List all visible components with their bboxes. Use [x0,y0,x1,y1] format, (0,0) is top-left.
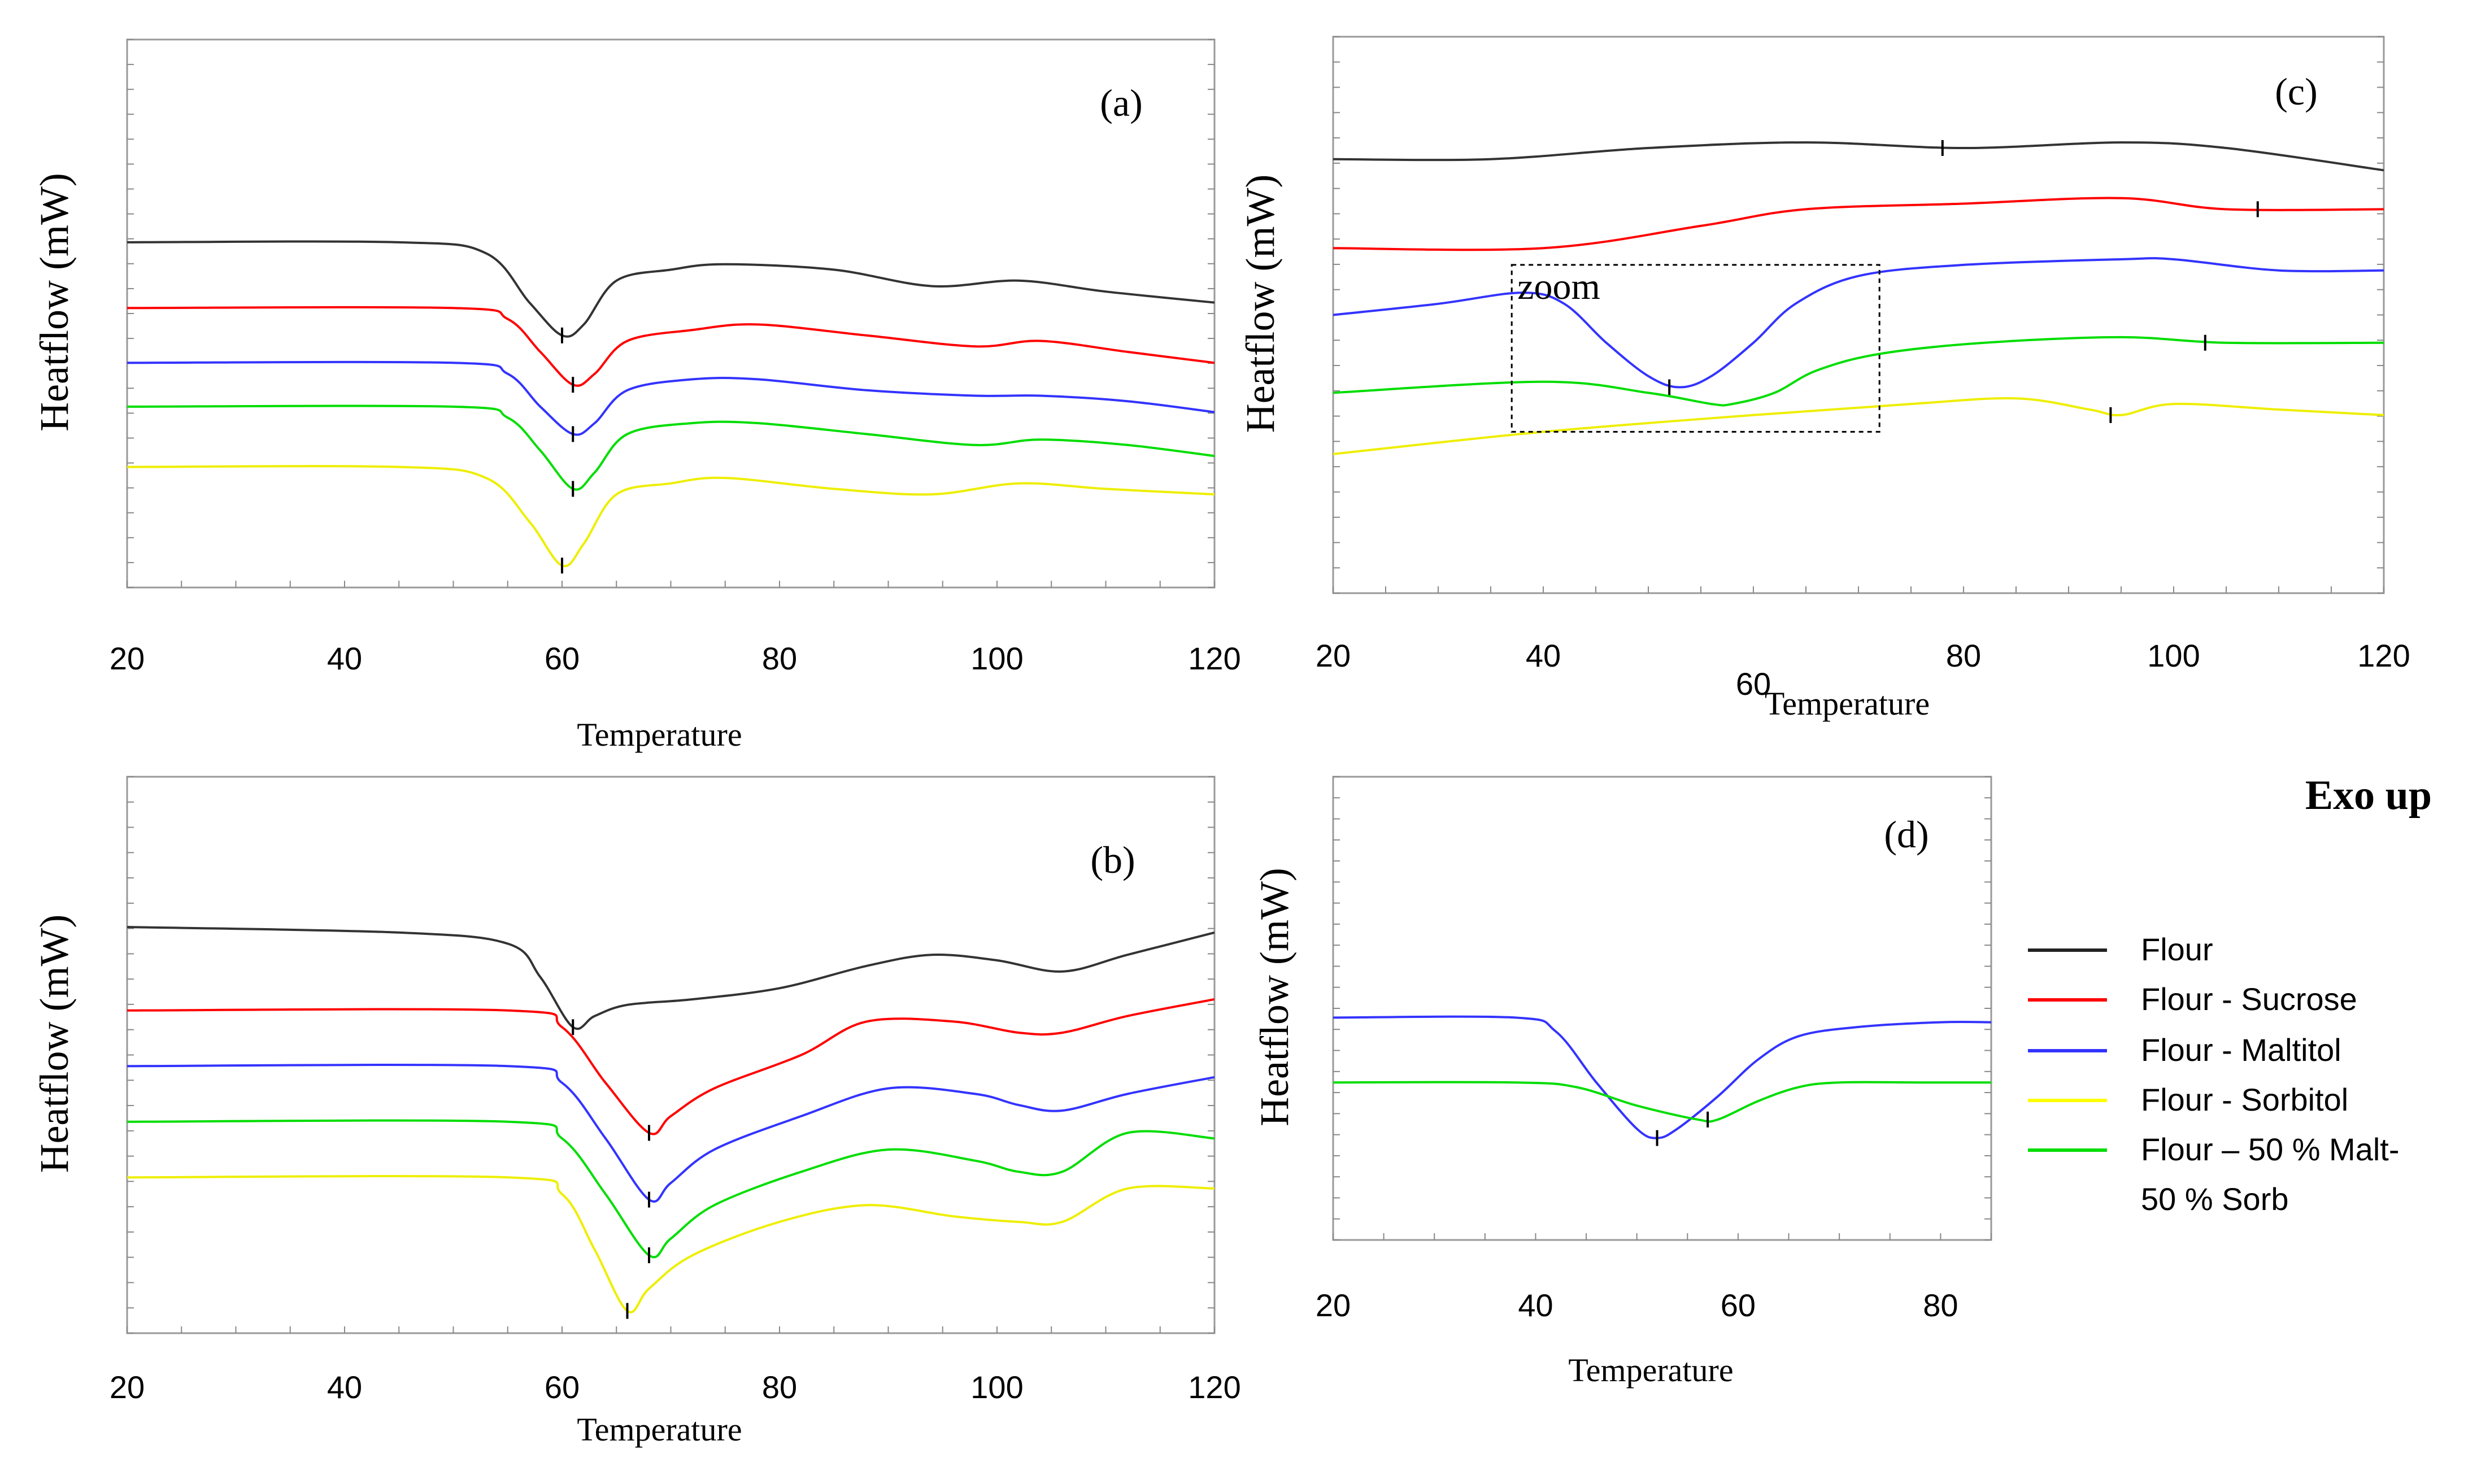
legend-label-flour: Flour [2141,932,2213,967]
series-line-a-0 [127,240,1214,338]
x-tick-label: 20 [110,641,145,676]
x-tick-label: 100 [970,1369,1023,1405]
panel-b: 20 40 60 80 100 120 Temperature Heatflow (mW) (b… [32,776,1241,1448]
panel-label-a: (a) [1100,81,1142,124]
plot-frame-a [126,38,1216,589]
series-line-c-0 [1333,141,2384,172]
legend-label-malt-sorb: Flour – 50 % Malt- [2141,1132,2400,1167]
series-line-d-0 [1333,1015,1991,1139]
series-line-b-0 [127,926,1214,1030]
x-tick-label: 40 [1518,1287,1553,1323]
x-tick-label: 80 [1923,1287,1958,1323]
series-line-c-3 [1333,336,2384,407]
legend-label-maltitol: Flour - Maltitol [2141,1032,2341,1068]
y-axis-title-a: Heatflow (mW) [32,173,77,432]
legend: Flour Flour - Sucrose Flour - Maltitol F… [2028,932,2400,1217]
series-line-a-2 [127,360,1214,436]
panel-a: 20 40 60 80 100 120 Temperature Heatflow (mW) (a… [32,38,1241,753]
series-line-c-1 [1333,197,2384,251]
x-axis-title-c: Temperature [1765,685,1930,722]
panel-c: 20 40 60 80 100 120 Temperature Heatflow (mW) (c… [1238,36,2410,722]
panel-label-c: (c) [2275,70,2317,113]
x-tick-label: 60 [545,641,580,676]
y-axis-title-d: Heatflow (mW) [1252,868,1297,1126]
x-tick-label: 100 [2147,638,2200,673]
panel-label-b: (b) [1090,838,1135,881]
x-tick-label: 100 [970,641,1023,676]
x-tick-label: 60 [1721,1287,1756,1323]
x-tick-label: 40 [327,1369,362,1405]
x-tick-label: 120 [1188,1369,1240,1405]
legend-label-malt-sorb-line2: 50 % Sorb [2141,1181,2289,1217]
x-tick-label: 80 [762,1369,797,1405]
x-axis-title-a: Temperature [577,716,742,753]
x-tick-label: 60 [1736,666,1771,702]
series-line-b-1 [127,998,1214,1135]
plot-frame-b [126,776,1216,1334]
exo-up-note: Exo up [2305,772,2432,819]
y-axis-title-b: Heatflow (mW) [32,915,77,1173]
series-line-a-1 [127,306,1214,387]
series-line-b-2 [127,1064,1214,1203]
zoom-annotation: zoom [1517,266,1600,307]
plot-frame-c [1332,36,2385,594]
x-tick-label: 20 [110,1369,145,1405]
x-axis-title-d: Temperature [1568,1352,1733,1389]
x-tick-label: 40 [1526,638,1561,673]
x-tick-label: 20 [1316,1287,1351,1323]
panel-label-d: (d) [1884,813,1929,856]
series-line-b-4 [127,1175,1214,1313]
x-tick-label: 40 [327,641,362,676]
legend-label-sorbitol: Flour - Sorbitol [2141,1082,2348,1117]
x-tick-label: 120 [1188,641,1240,676]
zoom-box [1510,264,1880,433]
series-line-c-4 [1333,397,2384,455]
x-tick-label: 60 [545,1369,580,1405]
series-line-a-4 [127,465,1214,568]
x-tick-label: 20 [1316,638,1351,673]
series-line-a-3 [127,404,1214,491]
x-axis-title-b: Temperature [577,1411,742,1448]
panel-d: 20 40 60 80 Temperature Heatflow (mW) (d) [1252,776,1992,1389]
series-line-d-1 [1333,1081,1991,1123]
legend-label-sucrose: Flour - Sucrose [2141,981,2357,1017]
x-tick-label: 80 [762,641,797,676]
series-line-b-3 [127,1119,1214,1259]
series-line-c-2 [1333,257,2384,389]
x-tick-label: 120 [2357,638,2410,673]
y-axis-title-c: Heatflow (mW) [1238,175,1283,433]
x-tick-label: 80 [1946,638,1981,673]
